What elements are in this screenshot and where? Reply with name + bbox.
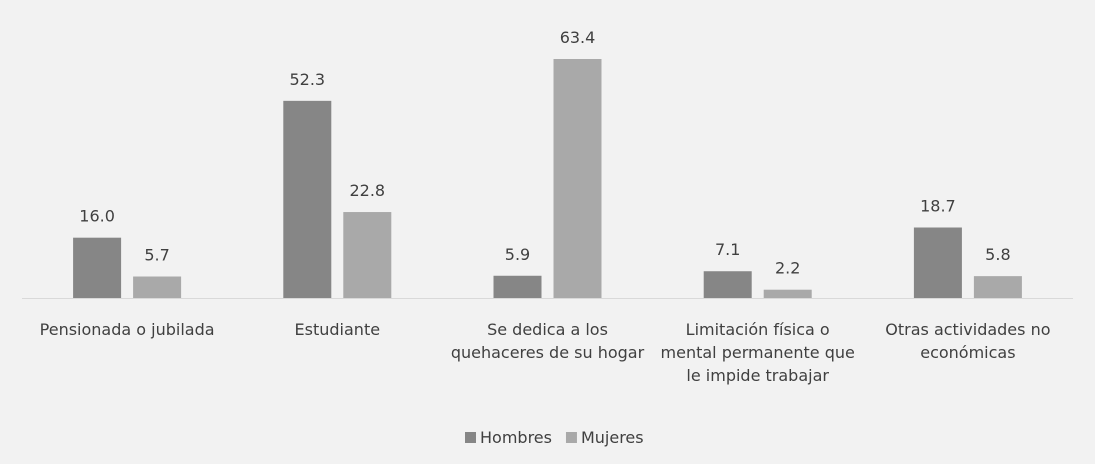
bar — [703, 271, 752, 298]
x-tick-label: Otras actividades no económicas — [885, 320, 1051, 362]
bar — [493, 275, 542, 298]
legend-label: Hombres — [480, 428, 552, 447]
bar — [553, 59, 602, 298]
x-tick-label: Limitación física o mental permanente qu… — [660, 320, 855, 385]
value-label: 22.8 — [349, 181, 385, 200]
x-tick-label: Pensionada o jubilada — [39, 320, 215, 339]
value-label: 63.4 — [560, 28, 596, 47]
value-label: 5.8 — [985, 245, 1010, 264]
legend-label: Mujeres — [581, 428, 644, 447]
value-label: 18.7 — [920, 197, 956, 216]
value-label: 7.1 — [715, 240, 740, 259]
value-label: 2.2 — [775, 259, 800, 278]
x-tick-label: Se dedica a los quehaceres de su hogar — [450, 320, 645, 362]
value-label: 5.9 — [505, 245, 530, 264]
value-label: 16.0 — [79, 207, 115, 226]
value-label: 52.3 — [289, 70, 325, 89]
legend-swatch — [565, 432, 577, 443]
bar — [913, 227, 962, 298]
bar — [973, 276, 1022, 298]
bar — [763, 289, 812, 298]
legend-swatch — [465, 432, 476, 443]
bar — [133, 276, 182, 298]
bar — [73, 237, 122, 298]
x-tick-label: Estudiante — [294, 320, 381, 339]
bar — [343, 212, 392, 298]
value-label: 5.7 — [144, 246, 169, 265]
bar — [283, 100, 332, 299]
